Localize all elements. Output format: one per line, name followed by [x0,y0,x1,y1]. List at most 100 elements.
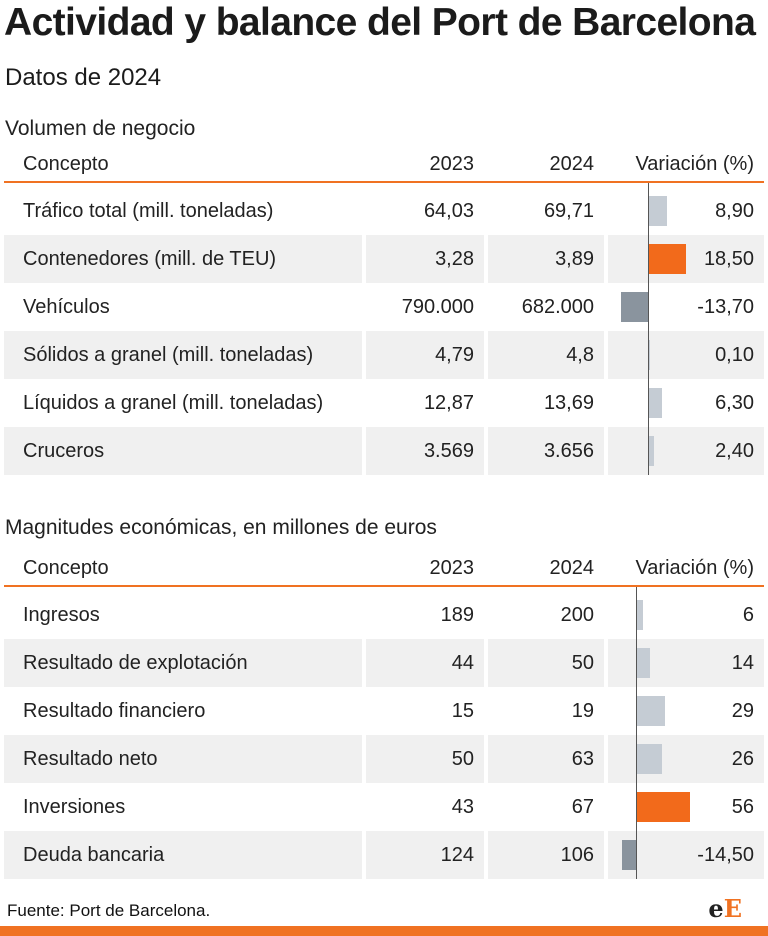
table-row: Deuda bancaria 124 106 -14,50 [4,831,764,879]
cell-2024: 3.656 [488,427,604,475]
bar-axis [648,283,649,331]
variation-bar-zone [608,235,764,283]
bar-axis [648,427,649,475]
cell-2024: 13,69 [543,391,594,414]
variation-value: 14 [731,651,754,674]
table-volumen-negocio: Concepto 2023 2024 Variación (%) Tráfico… [4,147,764,475]
cell-2023: 12,87 [423,391,474,414]
variation-value: 56 [731,795,754,818]
variation-bar [649,436,654,466]
cell-concepto: Sólidos a granel (mill. toneladas) [4,331,362,379]
table-row: Tráfico total (mill. toneladas) 64,03 69,7… [4,183,764,235]
variation-bar [637,792,691,822]
variation-bar [637,696,665,726]
cell-variacion: -13,70 [608,283,764,331]
variation-value: 18,50 [703,247,754,270]
variation-bar-zone [608,639,764,687]
logo-e: e [708,894,724,923]
cell-2024: 50 [488,639,604,687]
cell-2023: 3.569 [366,427,484,475]
table-row: Sólidos a granel (mill. toneladas) 4,79 4,… [4,331,764,379]
bar-axis [636,735,637,783]
header-concepto: Concepto [23,556,109,579]
header-2023: 2023 [429,152,475,175]
cell-2024: 106 [488,831,604,879]
variation-value: 6,30 [715,391,754,414]
publisher-logo: eE [708,894,742,923]
cell-concepto: Ingresos [23,603,100,626]
cell-concepto: Inversiones [23,795,126,818]
variation-value: 0,10 [715,343,754,366]
header-2023: 2023 [429,556,475,579]
bar-axis [636,783,637,831]
variation-bar-zone [608,735,764,783]
table-row: Resultado neto 50 63 26 [4,735,764,783]
cell-2023: 189 [440,603,474,626]
variation-bar [622,840,636,870]
cell-variacion: 0,10 [608,331,764,379]
variation-value: 26 [731,747,754,770]
cell-2023: 4,79 [366,331,484,379]
table-row: Resultado de explotación 44 50 14 [4,639,764,687]
cell-concepto: Cruceros [4,427,362,475]
header-concepto: Concepto [23,152,109,175]
variation-bar [649,340,650,370]
section-title-magnitudes: Magnitudes económicas, en millones de eu… [5,516,437,539]
table-header: Concepto 2023 2024 Variación (%) [4,551,764,587]
cell-variacion: 6,30 [608,379,764,427]
cell-2023: 15 [451,699,474,722]
bar-axis [648,183,649,235]
table-row: Contenedores (mill. de TEU) 3,28 3,89 18,50 [4,235,764,283]
cell-2023: 44 [366,639,484,687]
cell-concepto: Contenedores (mill. de TEU) [4,235,362,283]
bar-axis [636,687,637,735]
cell-variacion: 14 [608,639,764,687]
bottom-accent-bar [0,926,768,936]
variation-bar [649,196,667,226]
variation-bar-zone [608,379,764,427]
cell-2023: 64,03 [423,199,474,222]
cell-variacion: 26 [608,735,764,783]
variation-value: -14,50 [697,843,754,866]
cell-2024: 4,8 [488,331,604,379]
table-row: Inversiones 43 67 56 [4,783,764,831]
table-body: Tráfico total (mill. toneladas) 64,03 69,7… [4,183,764,475]
cell-2024: 200 [560,603,594,626]
cell-variacion: -14,50 [608,831,764,879]
variation-bar-zone [608,687,764,735]
cell-2024: 19 [571,699,594,722]
cell-concepto: Resultado neto [4,735,362,783]
variation-bar-zone [608,331,764,379]
cell-concepto: Tráfico total (mill. toneladas) [23,199,274,222]
cell-variacion: 29 [608,687,764,735]
source-note: Fuente: Port de Barcelona. [7,901,211,920]
variation-value: -13,70 [697,295,754,318]
cell-2024: 67 [571,795,594,818]
variation-bar-zone [608,183,764,235]
cell-2024: 3,89 [488,235,604,283]
variation-value: 6 [742,603,754,626]
cell-concepto: Vehículos [23,295,110,318]
table-row: Resultado financiero 15 19 29 [4,687,764,735]
variation-bar [649,388,662,418]
variation-bar [649,244,686,274]
cell-concepto: Deuda bancaria [4,831,362,879]
cell-2023: 50 [366,735,484,783]
table-header: Concepto 2023 2024 Variación (%) [4,147,764,183]
table-row: Ingresos 189 200 6 [4,587,764,639]
table-magnitudes-economicas: Concepto 2023 2024 Variación (%) Ingreso… [4,551,764,879]
variation-bar [637,744,662,774]
table-body: Ingresos 189 200 6 Resultado de explotación 4… [4,587,764,879]
cell-2024: 682.000 [521,295,594,318]
cell-2024: 69,71 [543,199,594,222]
logo-E: E [723,894,742,923]
variation-bar-zone [608,283,764,331]
section-title-volumen: Volumen de negocio [5,117,196,140]
cell-2023: 790.000 [401,295,474,318]
variation-bar [637,648,651,678]
variation-bar-zone [608,587,764,639]
cell-variacion: 6 [608,587,764,639]
cell-variacion: 56 [608,783,764,831]
header-variacion: Variación (%) [635,556,754,579]
cell-2023: 43 [451,795,474,818]
